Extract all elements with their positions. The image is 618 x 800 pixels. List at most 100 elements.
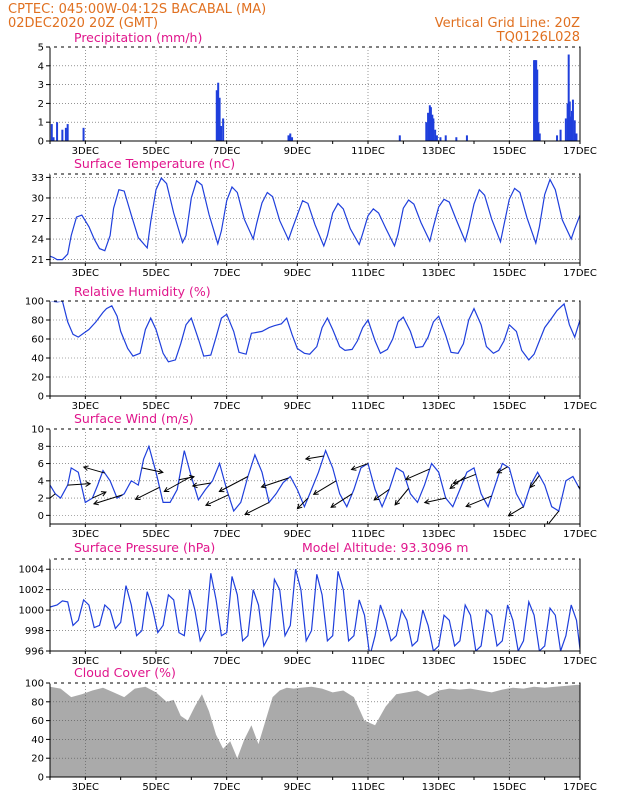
- y-tick-label: 6: [38, 459, 44, 470]
- y-tick-label: 100: [25, 297, 44, 308]
- wind-vector-head: [304, 455, 311, 462]
- x-tick-label: 9DEC: [284, 146, 311, 157]
- y-tick-label: 0: [38, 773, 44, 784]
- x-tick-label: 7DEC: [213, 268, 240, 279]
- precip-bar: [559, 129, 562, 141]
- wind-vector-head: [92, 499, 99, 506]
- wind-vector-shaft: [261, 477, 289, 488]
- y-tick-label: 20: [31, 754, 44, 765]
- series-line: [50, 444, 580, 513]
- model-altitude: Model Altitude: 93.3096 m: [302, 540, 468, 555]
- precip-bar: [287, 135, 290, 141]
- precip-bar: [435, 135, 438, 141]
- precip-bar: [573, 120, 576, 141]
- wind-vector-head: [244, 510, 251, 516]
- panel-content: [50, 301, 580, 396]
- precip-bar: [431, 114, 434, 141]
- wind-vector-head: [218, 487, 225, 493]
- precip-bar: [61, 129, 64, 141]
- x-tick-label: 11DEC: [351, 656, 385, 667]
- wind-vector-shaft: [394, 488, 410, 506]
- wind-vector-shaft: [449, 476, 466, 489]
- y-tick-label: 8: [38, 442, 44, 453]
- wind-vector-head: [134, 494, 141, 500]
- wind-vector-shaft: [50, 493, 56, 499]
- wind-vector-shaft: [305, 455, 324, 460]
- wind-vector-head: [82, 465, 89, 471]
- precip-bar: [535, 60, 538, 141]
- precip-bar: [534, 60, 537, 141]
- y-tick-label: 21: [31, 255, 44, 266]
- x-tick-label: 15DEC: [492, 146, 526, 157]
- precip-bar: [537, 122, 540, 141]
- precip-bar: [568, 101, 571, 141]
- precip-bar: [429, 107, 432, 141]
- wind-vector-shaft: [297, 497, 309, 509]
- precip-bar: [425, 122, 428, 141]
- series-line: [50, 177, 580, 261]
- panel-frame: [49, 558, 581, 652]
- y-tick-label: 10: [31, 425, 44, 436]
- precip-bar: [220, 125, 223, 141]
- wind-vector-head: [404, 475, 411, 481]
- x-tick-label: 13DEC: [422, 782, 456, 793]
- y-tick-label: 998: [25, 626, 44, 637]
- x-tick-label: 5DEC: [142, 268, 169, 279]
- wind-vector-head: [465, 502, 472, 508]
- precip-bar: [444, 135, 447, 141]
- x-tick-label: 9DEC: [284, 782, 311, 793]
- wind-vector-head: [583, 493, 588, 498]
- y-tick-label: 40: [31, 354, 44, 365]
- x-tick-label: 5DEC: [142, 656, 169, 667]
- cloud-cover-area: [50, 684, 580, 777]
- precip-bar: [564, 118, 567, 141]
- precip-bar: [428, 105, 431, 141]
- wind-vector-head: [296, 503, 303, 510]
- x-tick-label: 5DEC: [142, 146, 169, 157]
- y-tick-label: 24: [31, 235, 44, 246]
- x-tick-label: 5DEC: [142, 529, 169, 540]
- panel-content: [50, 559, 580, 651]
- panel-5: 0 20 40 60 80 100 3DEC 5DEC 7DEC 9DEC 11DEC 13DEC 15…: [25, 665, 597, 793]
- y-tick-label: 1002: [19, 585, 44, 596]
- wind-vector-shaft: [373, 489, 390, 501]
- y-tick-label: 4: [38, 476, 44, 487]
- panel-frame: [49, 300, 581, 397]
- precip-bar: [439, 137, 442, 141]
- wind-vector-shaft: [83, 466, 105, 474]
- wind-vector-head: [100, 491, 107, 497]
- x-tick-label: 11DEC: [351, 146, 385, 157]
- panels: 0 1 2 3 4 5 3DEC 5DEC 7DEC 9DEC 11DEC 13DEC 15DEC 17D…: [19, 30, 597, 793]
- panel-content: [50, 683, 580, 777]
- x-tick-label: 15DEC: [492, 401, 526, 412]
- wind-vector-shaft: [508, 506, 524, 517]
- wind-vector-head: [546, 521, 552, 524]
- precip-bar: [566, 103, 569, 141]
- y-tick-label: 1004: [19, 565, 44, 576]
- wind-vector-shaft: [313, 480, 337, 495]
- wind-vector-shaft: [453, 473, 476, 484]
- y-tick-label: 80: [31, 697, 44, 708]
- panel-content: [50, 47, 580, 141]
- precip-bar: [570, 110, 573, 141]
- x-tick-label: 13DEC: [422, 656, 456, 667]
- x-tick-label: 7DEC: [213, 782, 240, 793]
- precip-bar: [556, 135, 559, 141]
- y-tick-label: 1: [38, 118, 44, 129]
- header-run-id: TQ0126L028: [496, 30, 580, 45]
- wind-vector-shaft: [141, 467, 163, 473]
- y-tick-label: 5: [38, 43, 44, 54]
- wind-vector-shaft: [529, 475, 540, 488]
- x-tick-label: 7DEC: [213, 146, 240, 157]
- panel-title: Surface Wind (m/s): [74, 411, 194, 426]
- y-tick-label: 60: [31, 716, 44, 727]
- wind-vector-shaft: [205, 494, 229, 506]
- wind-vector-shaft: [92, 491, 107, 499]
- wind-vector-head: [157, 468, 164, 475]
- header-datetime: 02DEC2020 20Z (GMT): [8, 16, 158, 31]
- x-tick-label: 7DEC: [213, 656, 240, 667]
- wind-vector-shaft: [424, 497, 446, 504]
- x-tick-label: 3DEC: [72, 529, 99, 540]
- panel-title: Precipitation (mm/h): [74, 30, 202, 45]
